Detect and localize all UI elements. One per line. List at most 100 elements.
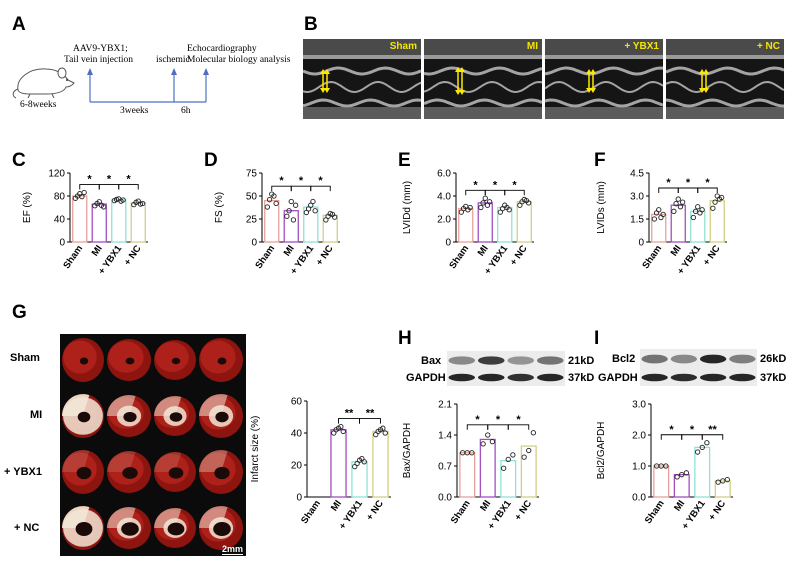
bax-blot xyxy=(447,351,565,370)
bar xyxy=(653,465,670,498)
gapdh-blot-h xyxy=(447,369,565,386)
bar xyxy=(91,203,107,243)
data-point xyxy=(100,204,107,210)
data-point xyxy=(704,440,710,446)
data-point xyxy=(286,208,292,214)
sig-star: * xyxy=(496,414,501,426)
bar xyxy=(520,445,537,498)
y-tick-label: 20 xyxy=(291,461,303,472)
data-point xyxy=(673,201,679,207)
data-point xyxy=(266,197,273,203)
sig-star: * xyxy=(690,424,695,436)
data-point xyxy=(694,449,701,455)
sig-bracket xyxy=(118,184,139,190)
y-axis-label: Bcl2/GAPDH xyxy=(596,422,607,480)
bar xyxy=(372,430,389,498)
sig-star: * xyxy=(107,174,112,186)
data-point xyxy=(338,423,344,430)
heart-slice xyxy=(199,394,243,438)
sig-star: * xyxy=(686,177,691,189)
data-point xyxy=(699,207,705,213)
gapdh-label-i: GAPDH xyxy=(598,372,638,384)
data-point xyxy=(486,199,493,205)
x-tick-label: + NC xyxy=(122,243,144,267)
y-axis-label: Bax/GAPDH xyxy=(402,423,413,479)
sig-bracket xyxy=(507,424,530,430)
data-point xyxy=(510,452,516,458)
x-tick-label: MI xyxy=(476,243,491,258)
data-point xyxy=(679,472,685,478)
heart-slice xyxy=(199,450,243,494)
data-point xyxy=(675,196,681,202)
y-tick-label: 0 xyxy=(445,238,451,249)
data-point xyxy=(273,200,279,207)
data-point xyxy=(526,447,532,454)
data-point xyxy=(310,198,316,205)
bar xyxy=(479,438,496,498)
bcl2-label: Bcl2 xyxy=(612,353,636,365)
step1-line2: Tail vein injection xyxy=(64,55,133,65)
bar xyxy=(500,460,517,498)
y-axis-label: FS (%) xyxy=(214,192,225,223)
blot-band xyxy=(448,373,476,382)
panel-label-d: D xyxy=(204,150,218,171)
bar xyxy=(651,213,667,243)
data-point xyxy=(340,428,346,435)
x-tick-label: Sham xyxy=(449,498,473,526)
bar xyxy=(72,195,88,243)
y-axis-label: LVIDd (mm) xyxy=(402,181,413,234)
interval1-label: 3weeks xyxy=(120,106,149,116)
data-point xyxy=(521,454,527,460)
bcl2-size: 26kD xyxy=(760,353,787,365)
data-point xyxy=(724,476,731,483)
bar xyxy=(477,202,493,243)
row-label-ybx1: + YBX1 xyxy=(4,466,43,478)
data-point xyxy=(382,430,388,436)
y-tick-label: 0.0 xyxy=(438,493,452,504)
data-point xyxy=(712,199,718,205)
blot-band xyxy=(670,354,698,364)
data-point xyxy=(469,450,475,456)
blot-band xyxy=(477,356,505,365)
echo-label: Sham xyxy=(390,41,417,52)
data-point xyxy=(137,201,144,207)
heart-slice xyxy=(62,394,104,438)
data-point xyxy=(81,189,87,196)
y-tick-label: 50 xyxy=(246,192,258,203)
blot-band xyxy=(729,354,756,364)
data-point xyxy=(671,208,677,214)
data-point xyxy=(715,479,721,485)
data-point xyxy=(489,438,496,445)
x-tick-label: MI xyxy=(478,498,493,513)
y-tick-label: 0 xyxy=(638,238,644,249)
row-label-sham: Sham xyxy=(10,352,40,364)
y-tick-label: 1.5 xyxy=(630,215,644,226)
sig-star: * xyxy=(279,175,284,187)
data-point xyxy=(663,463,669,469)
bar xyxy=(351,461,368,498)
sig-bracket xyxy=(359,418,381,424)
data-point xyxy=(120,197,126,203)
x-tick-label: + NC xyxy=(508,243,530,267)
blot-band xyxy=(507,356,535,365)
heart-slice xyxy=(62,506,104,550)
data-point xyxy=(695,204,701,210)
y-tick-label: 2.1 xyxy=(438,400,452,411)
y-tick-label: 60 xyxy=(291,397,303,408)
y-tick-label: 25 xyxy=(246,215,258,226)
sig-bracket xyxy=(697,187,718,193)
y-tick-label: 0 xyxy=(251,238,257,249)
data-point xyxy=(264,204,271,210)
sig-bracket xyxy=(310,185,331,192)
data-point xyxy=(292,202,299,208)
panel-label-f: F xyxy=(594,150,606,171)
sig-star: * xyxy=(318,175,323,187)
heart-slice xyxy=(199,338,243,382)
timeline-arrows xyxy=(87,68,209,103)
panel-label-a: A xyxy=(12,14,26,35)
